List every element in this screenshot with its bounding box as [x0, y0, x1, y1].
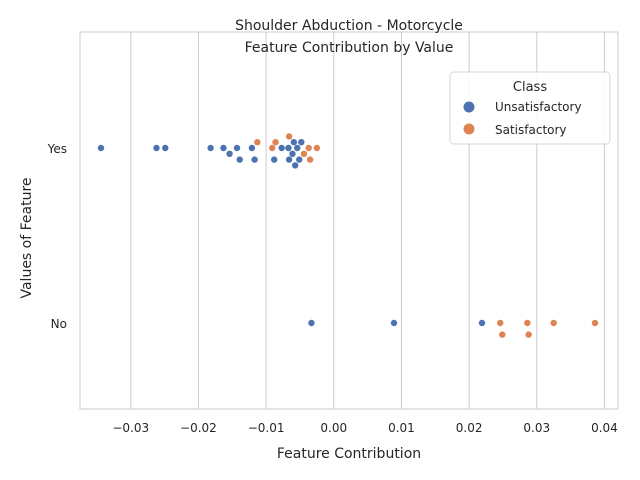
x-tick-label: 0.04	[591, 421, 618, 435]
data-point-satisfactory	[300, 150, 308, 157]
data-point-satisfactory	[254, 139, 261, 146]
legend-label-unsatisfactory: Unsatisfactory	[495, 100, 582, 114]
legend-title: Class	[513, 80, 547, 95]
legend-label-satisfactory: Satisfactory	[495, 123, 567, 137]
data-point-unsatisfactory	[226, 150, 233, 157]
data-point-satisfactory	[497, 319, 504, 327]
data-point-satisfactory	[524, 319, 531, 327]
data-point-unsatisfactory	[162, 144, 169, 152]
y-axis-label: Values of Feature	[19, 177, 35, 298]
data-point-unsatisfactory	[236, 156, 243, 163]
data-point-unsatisfactory	[220, 144, 227, 152]
data-point-unsatisfactory	[478, 319, 486, 327]
data-point-unsatisfactory	[278, 144, 285, 152]
data-point-unsatisfactory	[251, 156, 258, 163]
data-point-unsatisfactory	[292, 162, 299, 169]
data-point-unsatisfactory	[233, 144, 241, 152]
x-tick-label: 0.02	[456, 421, 483, 435]
y-tick-label: No	[51, 317, 67, 331]
chart-title-line-1: Shoulder Abduction - Motorcycle	[235, 18, 463, 34]
legend-box	[449, 71, 611, 145]
data-point-unsatisfactory	[285, 144, 292, 152]
x-tick-label: 0.00	[320, 421, 347, 435]
data-point-unsatisfactory	[248, 144, 256, 152]
data-point-satisfactory	[272, 139, 279, 146]
data-point-unsatisfactory	[207, 144, 214, 152]
data-point-unsatisfactory	[390, 319, 398, 327]
legend-marker-unsatisfactory	[463, 101, 475, 113]
data-point-satisfactory	[285, 133, 293, 140]
data-point-unsatisfactory	[308, 319, 315, 327]
data-point-satisfactory	[305, 144, 312, 152]
data-point-satisfactory	[591, 319, 599, 327]
data-point-satisfactory	[499, 331, 506, 338]
data-point-unsatisfactory	[97, 144, 105, 152]
x-axis-label: Feature Contribution	[277, 446, 421, 462]
plot-frame	[79, 31, 619, 410]
data-point-unsatisfactory	[298, 139, 305, 146]
data-point-satisfactory	[525, 331, 532, 338]
data-point-unsatisfactory	[296, 156, 303, 163]
data-points	[97, 133, 599, 338]
data-point-unsatisfactory	[290, 139, 298, 146]
x-tick-label: 0.03	[523, 421, 550, 435]
x-tick-label: 0.01	[388, 421, 415, 435]
x-tick-label: −0.03	[112, 421, 149, 435]
chart-title-line-2: Feature Contribution by Value	[245, 40, 454, 56]
data-point-satisfactory	[306, 156, 314, 163]
x-tick-labels: −0.03 −0.02 −0.01 0.00 0.01 0.02 0.03 0.04	[112, 421, 617, 435]
data-point-satisfactory	[550, 319, 557, 327]
data-point-unsatisfactory	[294, 144, 301, 152]
legend-marker-satisfactory	[463, 123, 475, 135]
x-tick-label: −0.02	[180, 421, 217, 435]
data-point-unsatisfactory	[289, 150, 296, 157]
y-tick-label: Yes	[47, 142, 67, 156]
legend: Class Unsatisfactory Satisfactory	[449, 71, 611, 145]
data-point-unsatisfactory	[153, 144, 160, 152]
data-point-unsatisfactory	[271, 156, 278, 163]
data-point-satisfactory	[268, 144, 276, 152]
y-tick-labels: Yes No	[47, 142, 67, 331]
x-tick-label: −0.01	[248, 421, 285, 435]
data-point-satisfactory	[313, 144, 321, 152]
data-point-unsatisfactory	[285, 156, 293, 163]
